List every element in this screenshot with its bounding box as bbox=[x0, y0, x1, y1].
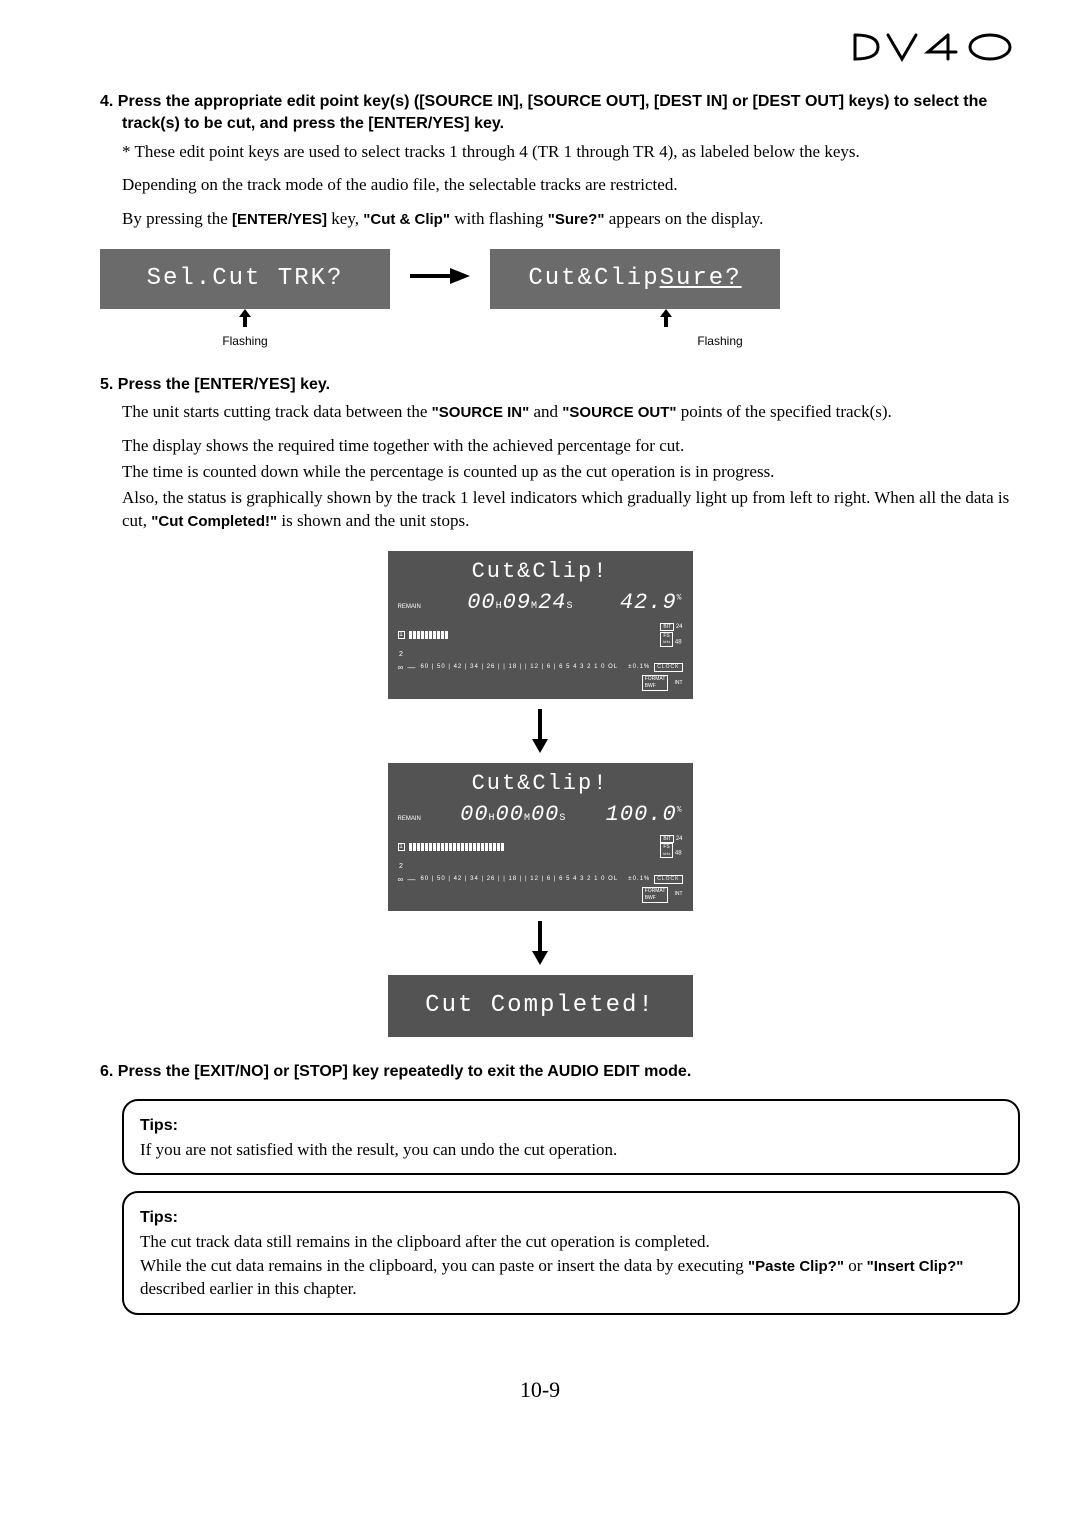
lcd-panel-2: Cut&Clip! REMAIN 00H00M00S 100.0% 1 BIT … bbox=[388, 763, 693, 911]
step-5-p1: The unit starts cutting track data betwe… bbox=[122, 400, 1020, 424]
track-1-indicator: 1 bbox=[398, 843, 405, 851]
step-4-heading: 4. Press the appropriate edit point key(… bbox=[100, 91, 1020, 136]
page-number: 10-9 bbox=[60, 1375, 1020, 1406]
lcd2-bottom-info: FORMATBWF INT bbox=[398, 887, 683, 903]
tips-box-2: Tips: The cut track data still remains i… bbox=[122, 1191, 1020, 1315]
tips-box-1: Tips: If you are not satisfied with the … bbox=[122, 1099, 1020, 1175]
tips-2-head: Tips: bbox=[140, 1209, 178, 1226]
step-4-p2: By pressing the [ENTER/YES] key, "Cut & … bbox=[122, 207, 1020, 231]
tips-2-p2: While the cut data remains in the clipbo… bbox=[140, 1256, 963, 1299]
step-4-note: * These edit point keys are used to sele… bbox=[122, 140, 1020, 164]
flashing-label-right: Flashing bbox=[697, 333, 742, 350]
product-logo bbox=[60, 30, 1020, 71]
lcd-panel-3: Cut Completed! bbox=[388, 975, 693, 1037]
step-5-p2: The display shows the required time toge… bbox=[122, 434, 1020, 458]
step-4-p1: Depending on the track mode of the audio… bbox=[122, 173, 1020, 197]
display-row: Sel.Cut TRK? Flashing Cut&Clip Sure? Fla… bbox=[100, 249, 1020, 350]
lcd2-right-info: BIT 24 FSkHz 48 bbox=[660, 835, 682, 859]
step-5-p3: The time is counted down while the perce… bbox=[122, 460, 1020, 484]
lcd1-time: 00H09M24S bbox=[467, 588, 573, 619]
flashing-label-left: Flashing bbox=[222, 333, 267, 350]
lcd1-right-info: BIT 24 FSkHz 48 bbox=[660, 623, 682, 647]
flashing-pointer-icon bbox=[239, 309, 251, 327]
lcd2-time: 00H00M00S bbox=[460, 800, 566, 831]
lcd1-bottom-info: FORMATBWF INT bbox=[398, 675, 683, 691]
lcd-stack: Cut&Clip! REMAIN 00H09M24S 42.9% 1 BIT 2… bbox=[60, 551, 1020, 1037]
arrow-down-icon bbox=[530, 921, 550, 965]
lcd-panel-1: Cut&Clip! REMAIN 00H09M24S 42.9% 1 BIT 2… bbox=[388, 551, 693, 699]
step-4: 4. Press the appropriate edit point key(… bbox=[100, 91, 1020, 136]
step-5: 5. Press the [ENTER/YES] key. bbox=[100, 374, 1020, 396]
lcd2-scale: ∞ —60 | 50 | 42 | 34 | 26 | | 18 | | 12 … bbox=[398, 874, 683, 885]
lcd1-percent: 42.9% bbox=[620, 588, 683, 619]
arrow-down-icon bbox=[530, 709, 550, 753]
step-6: 6. Press the [EXIT/NO] or [STOP] key rep… bbox=[100, 1061, 1020, 1083]
lcd2-percent: 100.0% bbox=[606, 800, 683, 831]
track-1-indicator: 1 bbox=[398, 631, 405, 639]
flashing-pointer-icon bbox=[660, 309, 672, 327]
display-right: Cut&Clip Sure? bbox=[490, 249, 780, 309]
step-5-p4: Also, the status is graphically shown by… bbox=[122, 486, 1020, 534]
lcd2-remain-label: REMAIN bbox=[398, 815, 421, 823]
tips-2-p1: The cut track data still remains in the … bbox=[140, 1232, 710, 1251]
lcd1-title: Cut&Clip! bbox=[398, 557, 683, 588]
tips-1-head: Tips: bbox=[140, 1117, 178, 1134]
lcd1-meter bbox=[409, 631, 448, 639]
display-left: Sel.Cut TRK? bbox=[100, 249, 390, 309]
lcd1-scale: ∞ —60 | 50 | 42 | 34 | 26 | | 18 | | 12 … bbox=[398, 662, 683, 673]
track-2-indicator: 2 bbox=[398, 651, 405, 659]
step-6-heading: 6. Press the [EXIT/NO] or [STOP] key rep… bbox=[100, 1061, 1020, 1083]
arrow-right-icon bbox=[410, 266, 470, 293]
lcd2-title: Cut&Clip! bbox=[398, 769, 683, 800]
lcd1-remain-label: REMAIN bbox=[398, 603, 421, 611]
track-2-indicator: 2 bbox=[398, 863, 405, 871]
tips-1-body: If you are not satisfied with the result… bbox=[140, 1140, 617, 1159]
step-5-heading: 5. Press the [ENTER/YES] key. bbox=[100, 374, 1020, 396]
lcd2-meter bbox=[409, 843, 504, 851]
